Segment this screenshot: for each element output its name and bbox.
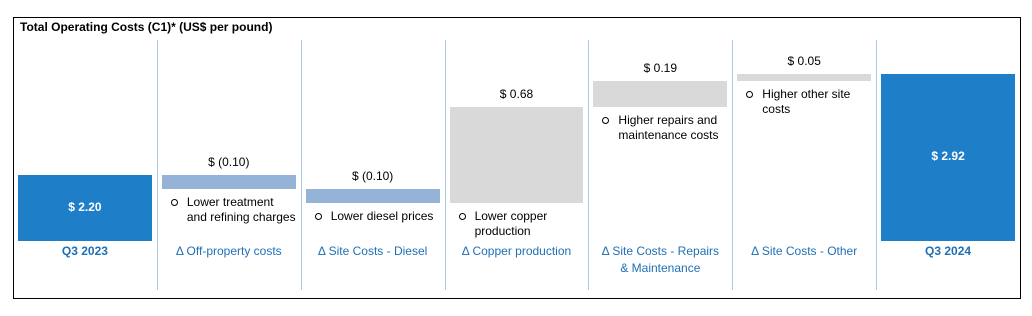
value-label: $ 0.68 [499,87,534,102]
x-tick-label: Q3 2024 [925,244,972,258]
chart-title: Total Operating Costs (C1)* (US$ per pou… [20,20,273,34]
value-label: $ (0.10) [351,168,394,183]
bar [593,80,728,108]
column-divider [156,40,158,290]
column-divider [732,40,734,290]
x-tick-label: Δ Site Costs - Diesel [317,244,428,258]
bullet [746,90,754,98]
note: Higher repairs and maintenance costs [600,113,728,143]
value-label: $ 0.19 [643,60,678,75]
x-tick-label: Δ Site Costs - Repairs & Maintenance [601,244,720,275]
bullet [602,117,610,125]
x-tick-label: Δ Copper production [461,244,572,258]
x-tick-label: Δ Site Costs - Other [751,244,858,258]
bullet [458,213,466,221]
bar [881,73,1015,241]
note: Higher other site costs [744,87,872,117]
x-tick-label: Q3 2023 [61,244,108,258]
value-label: $ 2.20 [68,199,102,214]
bar [305,188,440,204]
note: Lower diesel prices [313,209,441,224]
column-divider [588,40,590,290]
value-label: $ (0.10) [208,154,250,169]
bullet [170,198,178,206]
note: Lower treatment and refining charges [169,195,297,225]
value-label: $ 0.05 [787,53,821,68]
note: Lower copper production [457,209,585,239]
bar [161,174,296,189]
chart-frame [13,17,1021,299]
column-divider [300,40,302,290]
column-divider [876,40,878,290]
x-tick-label: Δ Off-property costs [175,244,282,258]
bar [18,174,152,241]
column-divider [444,40,446,290]
value-label: $ 2.92 [931,149,965,164]
bar [737,73,872,81]
bullet [314,213,322,221]
bar [449,107,584,204]
